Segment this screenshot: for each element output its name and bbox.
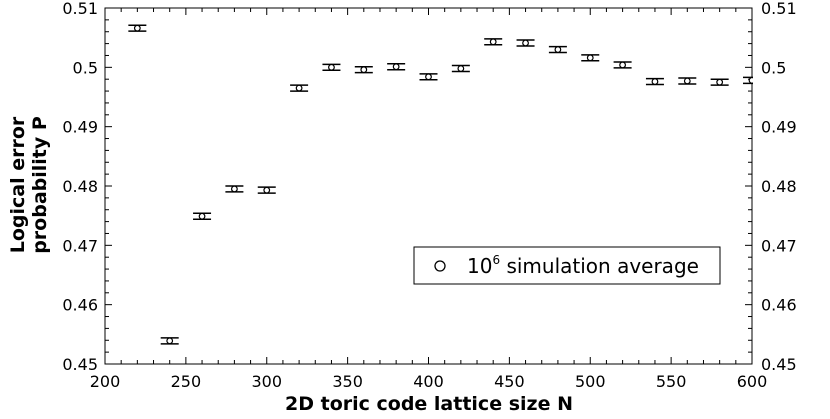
point-marker <box>263 186 271 194</box>
point-marker <box>230 185 238 193</box>
y-axis-title-line-2: probability P <box>29 116 51 254</box>
legend-marker <box>434 260 446 272</box>
data-point <box>678 77 697 85</box>
data-point <box>322 63 341 72</box>
data-point <box>451 64 470 73</box>
x-tick-label: 250 <box>171 372 202 391</box>
data-point <box>419 73 438 81</box>
point-marker <box>328 63 335 71</box>
y-tick-label-right: 0.47 <box>761 236 797 255</box>
point-marker <box>133 24 141 32</box>
x-tick-label: 450 <box>494 372 525 391</box>
y-axis-title: Logical error <box>7 116 29 253</box>
y-tick-label-left: 0.45 <box>62 355 98 374</box>
plot-frame <box>104 7 753 365</box>
data-point <box>645 77 664 86</box>
series-points <box>128 24 753 345</box>
x-tick-label: 350 <box>332 372 363 391</box>
x-tick-label: 400 <box>413 372 444 391</box>
point-marker <box>522 39 529 47</box>
y-tick-label-left: 0.47 <box>62 236 98 255</box>
x-axis-title: 2D toric code lattice size N <box>285 393 573 415</box>
y-tick-label-right: 0.49 <box>761 118 797 137</box>
data-point <box>193 212 212 220</box>
point-marker <box>716 78 724 86</box>
legend-box <box>413 246 721 285</box>
y-tick-label-right: 0.48 <box>761 177 797 196</box>
point-marker <box>748 76 753 84</box>
y-tick-label-right: 0.45 <box>761 355 797 374</box>
point-marker <box>651 78 659 85</box>
y-tick-label-right: 0.5 <box>761 58 786 77</box>
data-point <box>290 84 309 92</box>
data-point <box>160 337 179 345</box>
y-tick-label-right: 0.46 <box>761 296 797 315</box>
y-tick-label-left: 0.49 <box>62 118 98 137</box>
y-tick-label-left: 0.5 <box>73 58 98 77</box>
data-point <box>354 65 373 74</box>
data-point <box>484 38 503 46</box>
point-marker <box>554 46 562 53</box>
data-point <box>516 39 535 47</box>
x-tick-label: 550 <box>656 372 687 391</box>
data-point <box>225 185 244 193</box>
point-marker <box>392 63 400 71</box>
data-point <box>548 45 567 54</box>
data-point <box>128 24 147 32</box>
legend-label-sup: 6 <box>492 253 500 267</box>
x-tick-label: 500 <box>575 372 606 391</box>
point-marker <box>489 38 497 46</box>
point-marker <box>166 337 174 345</box>
data-point <box>613 61 632 69</box>
y-axis-title-line-2-wrap: probability P <box>29 116 51 254</box>
x-tick-label: 300 <box>251 372 282 391</box>
point-marker <box>457 65 465 72</box>
legend-label-rest: simulation average <box>500 254 699 278</box>
legend-label-base: 10 <box>467 254 492 278</box>
x-tick-label: 200 <box>90 372 121 391</box>
legend-label: 106 simulation average <box>467 253 699 278</box>
point-marker <box>619 61 626 69</box>
y-axis-title-line-1: Logical error <box>7 116 29 253</box>
x-tick-label: 600 <box>737 372 768 391</box>
point-marker <box>295 84 303 92</box>
y-tick-label-left: 0.48 <box>62 177 98 196</box>
point-marker <box>360 66 368 74</box>
y-tick-label-left: 0.51 <box>62 0 98 18</box>
data-points <box>128 24 753 345</box>
legend: 106 simulation average <box>413 246 721 285</box>
data-point <box>387 63 406 71</box>
data-point <box>257 186 276 194</box>
point-marker <box>683 77 691 85</box>
y-tick-label-left: 0.46 <box>62 296 98 315</box>
point-marker <box>586 54 594 62</box>
axes <box>104 7 753 365</box>
point-marker <box>198 212 206 220</box>
y-tick-label-right: 0.51 <box>761 0 797 18</box>
data-point <box>743 76 753 85</box>
point-marker <box>425 73 432 81</box>
data-point <box>710 78 729 86</box>
data-point <box>581 54 600 62</box>
